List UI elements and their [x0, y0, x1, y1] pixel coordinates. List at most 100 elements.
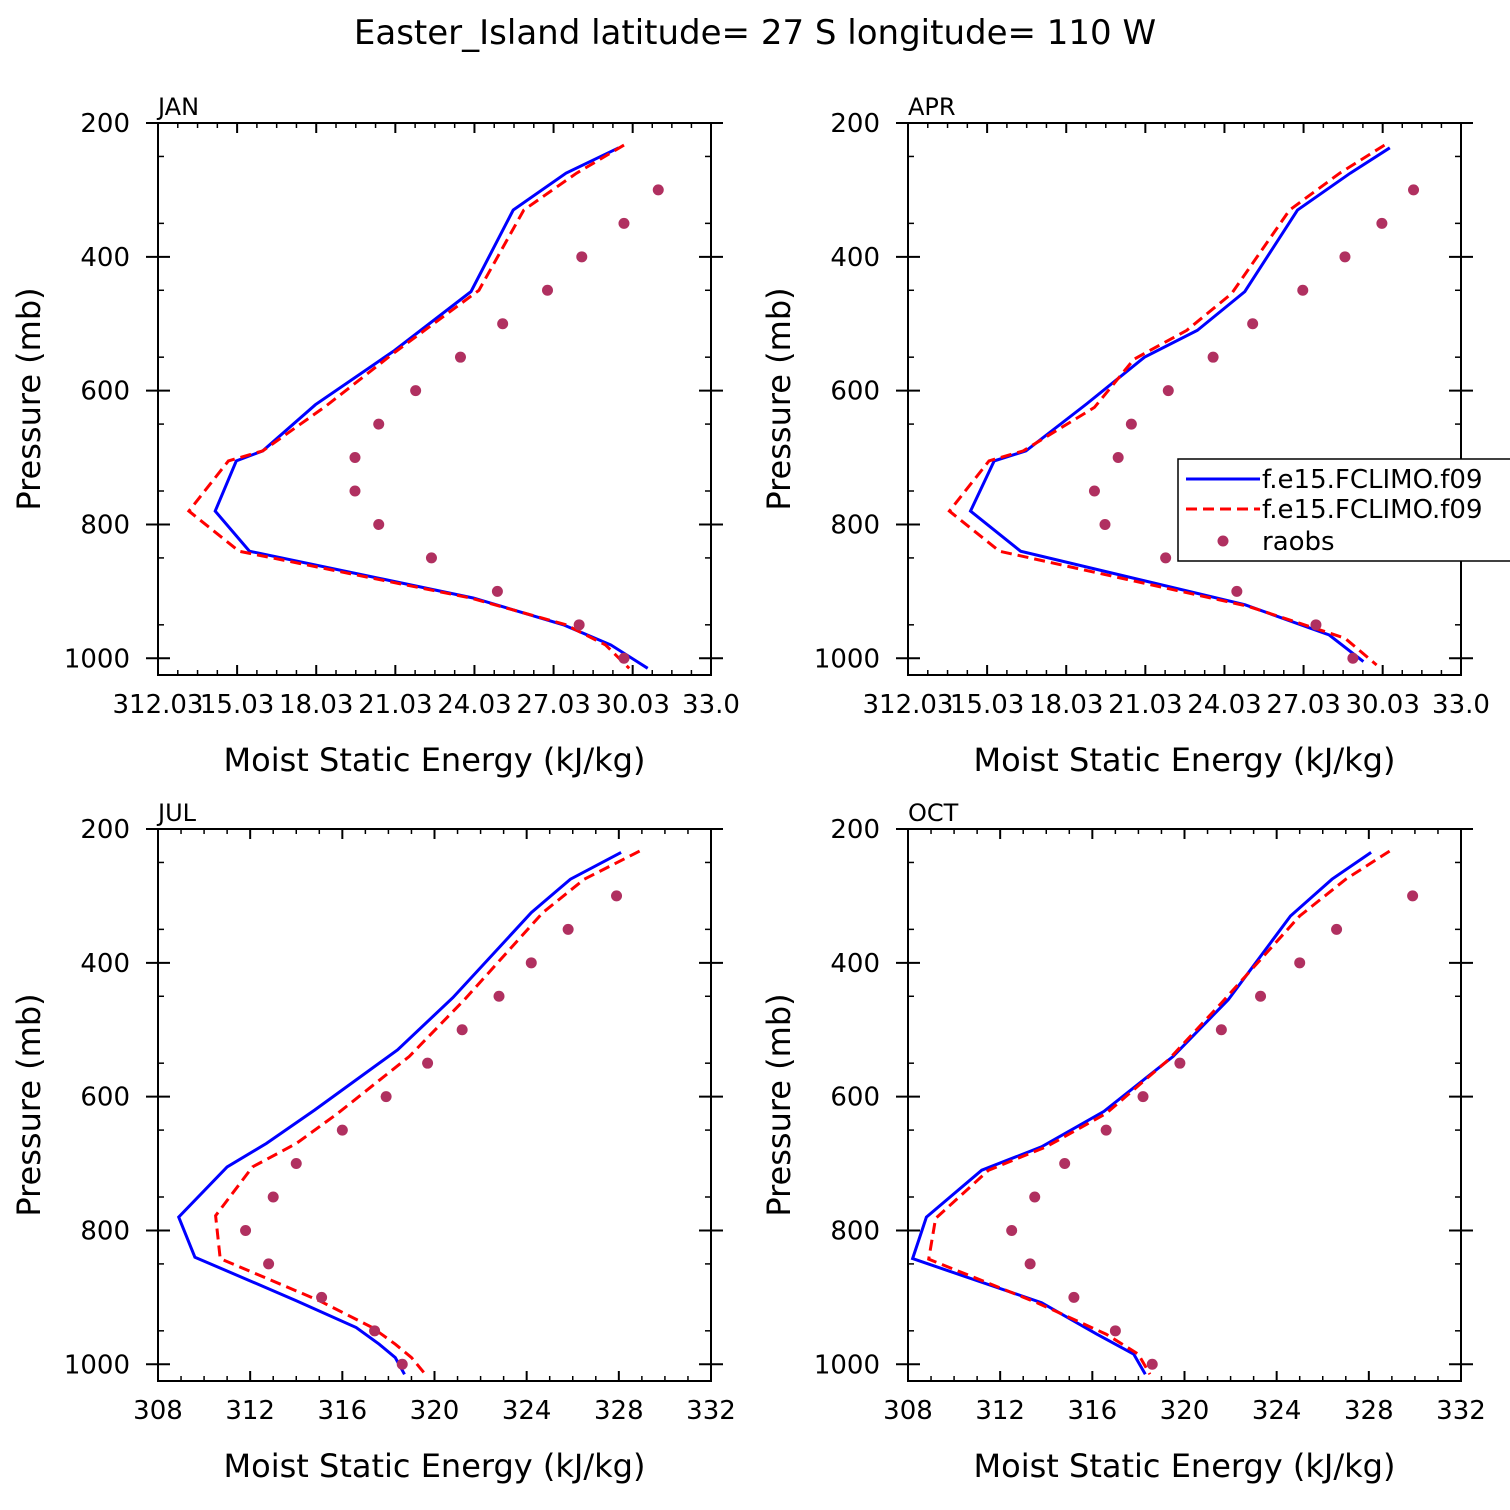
raobs-point — [1068, 1291, 1080, 1303]
x-tick-label: 328 — [594, 1396, 644, 1426]
x-tick-label: 27.03 — [1266, 690, 1340, 720]
x-axis-label: Moist Static Energy (kJ/kg) — [974, 1447, 1396, 1485]
x-tick-label: 332 — [1436, 1396, 1486, 1426]
y-tick-label: 1000 — [814, 1350, 880, 1380]
raobs-point — [491, 585, 503, 597]
y-tick-label: 1000 — [814, 644, 880, 674]
raobs-point — [1294, 957, 1306, 969]
raobs-point — [652, 184, 664, 196]
raobs-point — [1100, 1124, 1112, 1136]
raobs-point — [1088, 485, 1100, 497]
x-axis-label: Moist Static Energy (kJ/kg) — [224, 1447, 646, 1485]
raobs-point — [1006, 1224, 1018, 1236]
raobs-point — [1376, 217, 1388, 229]
raobs-point — [1112, 452, 1124, 464]
y-tick-label: 600 — [830, 1083, 880, 1113]
raobs-point — [240, 1224, 252, 1236]
raobs-point — [541, 284, 553, 296]
raobs-point — [267, 1191, 279, 1203]
x-tick-label: 18.03 — [279, 690, 353, 720]
raobs-point — [1174, 1057, 1186, 1069]
raobs-point — [1215, 1024, 1227, 1036]
raobs-point — [1207, 351, 1219, 363]
y-tick-label: 600 — [80, 1083, 130, 1113]
raobs-point — [618, 652, 630, 664]
raobs-point — [1310, 619, 1322, 631]
x-axis-label: Moist Static Energy (kJ/kg) — [974, 741, 1396, 779]
series-group — [176, 849, 641, 1376]
raobs-point — [1059, 1158, 1071, 1170]
raobs-point — [1407, 890, 1419, 902]
y-tick-label: 400 — [830, 243, 880, 273]
legend-swatch-marker — [1217, 535, 1229, 547]
x-tick-label: 18.03 — [1029, 690, 1103, 720]
series-group — [910, 849, 1419, 1376]
raobs-point — [1255, 990, 1267, 1002]
raobs-point — [1347, 652, 1359, 664]
x-tick-label: 324 — [502, 1396, 552, 1426]
series-group — [947, 143, 1420, 667]
x-tick-label: 15.03 — [950, 690, 1024, 720]
y-axis-label: Pressure (mb) — [760, 993, 798, 1216]
raobs-point — [1231, 585, 1243, 597]
y-tick-label: 400 — [80, 949, 130, 979]
raobs-point — [1024, 1258, 1036, 1270]
y-tick-label: 600 — [830, 377, 880, 407]
raobs-point — [1146, 1358, 1158, 1370]
raobs-point — [1297, 284, 1309, 296]
y-tick-label: 1000 — [64, 644, 130, 674]
x-tick-label: 24.03 — [437, 690, 511, 720]
raobs-point — [1109, 1325, 1121, 1337]
raobs-point — [562, 923, 574, 935]
raobs-point — [611, 890, 623, 902]
legend-label: f.e15.FCLIMO.f09 — [1262, 495, 1482, 525]
y-tick-label: 200 — [80, 815, 130, 845]
model-line-dashed — [214, 849, 641, 1376]
y-tick-label: 800 — [80, 1216, 130, 1246]
raobs-point — [1408, 184, 1420, 196]
panel-label: APR — [908, 93, 956, 121]
x-tick-label: 320 — [410, 1396, 460, 1426]
raobs-point — [1099, 518, 1111, 530]
legend-label: raobs — [1262, 527, 1335, 557]
panel-label: JUL — [156, 799, 197, 827]
x-tick-label: 312.03 — [113, 690, 204, 720]
raobs-point — [425, 552, 437, 564]
raobs-point — [263, 1258, 275, 1270]
y-tick-label: 800 — [830, 1216, 880, 1246]
x-tick-label: 332 — [686, 1396, 736, 1426]
x-axis-label: Moist Static Energy (kJ/kg) — [224, 741, 646, 779]
raobs-point — [373, 518, 385, 530]
raobs-point — [410, 385, 422, 397]
raobs-point — [290, 1158, 302, 1170]
x-tick-label: 30.03 — [1345, 690, 1419, 720]
legend-box — [1177, 458, 1510, 562]
raobs-point — [1331, 923, 1343, 935]
x-tick-label: 312 — [225, 1396, 275, 1426]
x-tick-label: 320 — [1160, 1396, 1210, 1426]
raobs-point — [380, 1091, 392, 1103]
x-tick-label: 21.03 — [358, 690, 432, 720]
x-tick-label: 15.03 — [200, 690, 274, 720]
raobs-point — [1029, 1191, 1041, 1203]
y-tick-label: 800 — [80, 510, 130, 540]
raobs-point — [1125, 418, 1137, 430]
raobs-point — [1137, 1091, 1149, 1103]
x-tick-label: 308 — [883, 1396, 933, 1426]
raobs-point — [373, 418, 385, 430]
figure-title: Easter_Island latitude= 27 S longitude= … — [354, 13, 1156, 53]
raobs-point — [497, 318, 509, 330]
x-tick-label: 312 — [975, 1396, 1025, 1426]
model-line-solid — [910, 851, 1372, 1376]
panel-oct: OCT 308 312 316 320 324 328 332 200 400 600 800 1000… — [760, 799, 1486, 1485]
x-tick-label: 24.03 — [1187, 690, 1261, 720]
y-axis-label: Pressure (mb) — [10, 287, 48, 510]
y-tick-label: 800 — [830, 510, 880, 540]
x-tick-label: 328 — [1344, 1396, 1394, 1426]
x-tick-label: 30.03 — [595, 690, 669, 720]
raobs-point — [1247, 318, 1259, 330]
